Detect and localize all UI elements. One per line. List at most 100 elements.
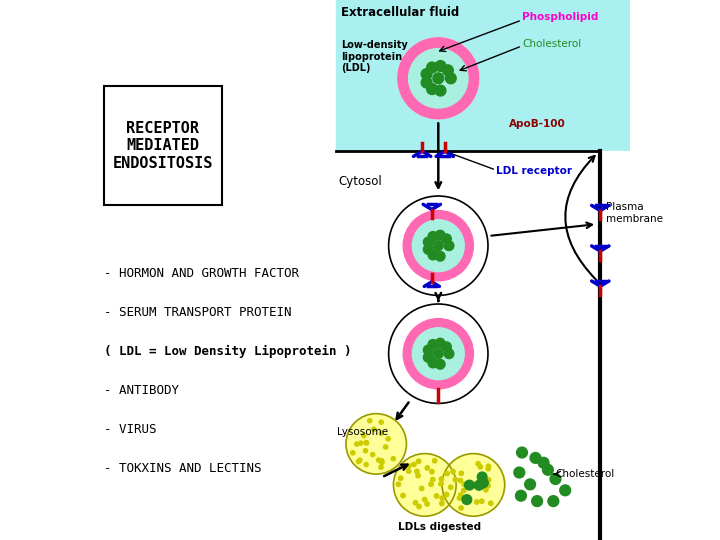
Text: Cholesterol: Cholesterol <box>556 469 615 479</box>
Text: Cholesterol: Cholesterol <box>522 39 581 49</box>
Circle shape <box>445 471 449 476</box>
Circle shape <box>423 237 433 247</box>
Circle shape <box>443 65 454 76</box>
Circle shape <box>416 459 420 463</box>
Text: ( LDL = Low Density Lipoprotein ): ( LDL = Low Density Lipoprotein ) <box>104 345 351 358</box>
Circle shape <box>480 475 485 480</box>
Circle shape <box>440 501 444 505</box>
Circle shape <box>364 449 368 453</box>
Circle shape <box>453 477 458 482</box>
Circle shape <box>407 469 411 473</box>
Circle shape <box>423 245 433 254</box>
Circle shape <box>514 467 525 478</box>
Circle shape <box>394 454 456 516</box>
Text: RECEPTOR
MEDIATED
ENDOSITOSIS: RECEPTOR MEDIATED ENDOSITOSIS <box>113 121 213 171</box>
Circle shape <box>421 77 432 88</box>
Text: - ANTIBODY: - ANTIBODY <box>104 384 179 397</box>
Text: Phospholipid: Phospholipid <box>522 12 598 22</box>
Circle shape <box>484 488 488 492</box>
Circle shape <box>474 481 484 490</box>
Circle shape <box>396 482 400 487</box>
Circle shape <box>413 328 464 380</box>
Circle shape <box>474 500 479 504</box>
Circle shape <box>379 465 383 469</box>
Circle shape <box>389 304 488 403</box>
Circle shape <box>436 339 445 348</box>
Circle shape <box>441 234 451 244</box>
Circle shape <box>355 442 359 446</box>
Text: - VIRUS: - VIRUS <box>104 423 156 436</box>
Circle shape <box>423 497 427 502</box>
Circle shape <box>434 494 438 498</box>
Circle shape <box>459 471 464 476</box>
Circle shape <box>444 492 449 497</box>
Circle shape <box>364 441 368 445</box>
Circle shape <box>459 506 463 510</box>
Circle shape <box>416 474 420 478</box>
Circle shape <box>439 477 444 481</box>
Circle shape <box>397 38 479 119</box>
Circle shape <box>423 353 433 362</box>
Circle shape <box>433 349 444 359</box>
Circle shape <box>421 69 432 79</box>
Circle shape <box>358 458 362 462</box>
Circle shape <box>543 464 553 475</box>
Circle shape <box>476 462 480 466</box>
Circle shape <box>415 469 419 474</box>
Bar <box>336 151 630 540</box>
Circle shape <box>451 469 455 474</box>
Circle shape <box>464 480 474 490</box>
Circle shape <box>433 458 437 463</box>
Circle shape <box>548 496 559 507</box>
Circle shape <box>436 359 445 369</box>
Text: LDL receptor: LDL receptor <box>496 166 572 176</box>
Text: - SERUM TRANSPORT PROTEIN: - SERUM TRANSPORT PROTEIN <box>104 306 291 319</box>
Circle shape <box>560 485 571 496</box>
Circle shape <box>389 196 488 295</box>
Circle shape <box>423 345 433 355</box>
Circle shape <box>446 73 456 84</box>
Text: Cytosol: Cytosol <box>338 176 382 188</box>
Circle shape <box>372 427 376 431</box>
Text: ApoB-100: ApoB-100 <box>508 119 565 129</box>
Circle shape <box>425 502 429 506</box>
Circle shape <box>480 499 484 503</box>
Circle shape <box>516 490 526 501</box>
Circle shape <box>403 319 474 389</box>
Circle shape <box>441 342 451 352</box>
Circle shape <box>459 493 463 497</box>
Circle shape <box>435 85 446 96</box>
Circle shape <box>487 478 491 482</box>
Circle shape <box>517 447 527 458</box>
Circle shape <box>412 462 416 467</box>
Circle shape <box>379 431 384 435</box>
Circle shape <box>397 38 479 119</box>
Circle shape <box>428 250 438 260</box>
Circle shape <box>428 340 438 349</box>
Circle shape <box>409 49 468 108</box>
Circle shape <box>428 358 438 368</box>
Circle shape <box>439 482 444 486</box>
Circle shape <box>444 241 454 251</box>
Text: - TOKXINS AND LECTINS: - TOKXINS AND LECTINS <box>104 462 261 475</box>
Text: Lysosome: Lysosome <box>337 427 388 437</box>
Circle shape <box>433 241 444 251</box>
Circle shape <box>420 486 424 491</box>
Circle shape <box>462 488 466 492</box>
Circle shape <box>477 472 487 482</box>
Circle shape <box>485 483 490 488</box>
Circle shape <box>391 456 395 461</box>
Circle shape <box>486 467 490 471</box>
Circle shape <box>436 251 445 261</box>
FancyBboxPatch shape <box>104 86 222 205</box>
Circle shape <box>429 482 433 487</box>
Circle shape <box>398 476 403 481</box>
Circle shape <box>435 60 446 71</box>
Circle shape <box>413 501 418 505</box>
Text: Low-density
lipoprotein
(LDL): Low-density lipoprotein (LDL) <box>341 40 408 73</box>
Bar <box>336 0 630 151</box>
Circle shape <box>462 482 467 487</box>
Circle shape <box>377 458 381 462</box>
Circle shape <box>489 501 493 505</box>
Circle shape <box>380 460 384 464</box>
